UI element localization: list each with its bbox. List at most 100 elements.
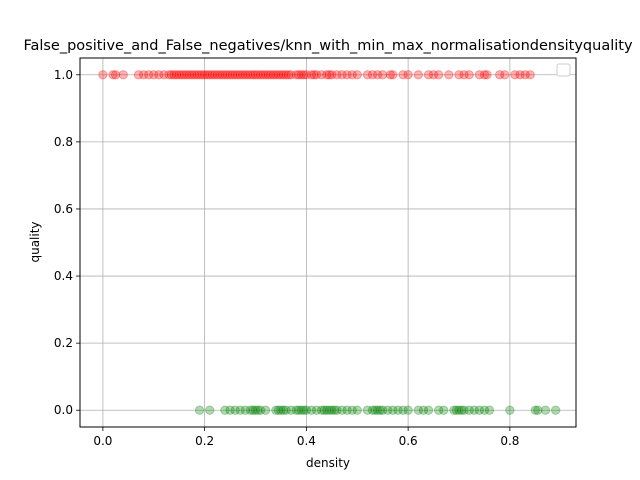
- data-point-series-1: [281, 405, 291, 415]
- data-point-series-0: [233, 70, 243, 80]
- data-point-series-1: [301, 405, 312, 415]
- data-point-series-0: [278, 70, 289, 80]
- y-tick-label: 1.0: [54, 68, 73, 82]
- axes-frame: [79, 57, 577, 428]
- data-point-series-0: [240, 70, 251, 80]
- data-point-series-1: [319, 405, 329, 415]
- data-point-series-0: [525, 70, 535, 80]
- data-point-series-1: [398, 405, 408, 415]
- data-point-series-0: [299, 70, 309, 80]
- data-point-series-0: [255, 70, 266, 80]
- data-point-series-1: [329, 405, 340, 415]
- x-tick-label: 0.6: [399, 434, 418, 448]
- data-point-series-1: [479, 405, 490, 415]
- data-point-series-1: [413, 405, 423, 415]
- y-tick-label: 0.2: [54, 336, 73, 350]
- data-point-series-0: [192, 70, 202, 80]
- data-point-series-0: [342, 70, 352, 80]
- data-point-series-1: [194, 405, 205, 415]
- legend: [556, 63, 571, 77]
- data-point-series-1: [324, 405, 334, 415]
- data-point-series-0: [227, 70, 238, 80]
- data-points: [98, 70, 561, 415]
- data-point-series-0: [199, 70, 210, 80]
- data-point-series-0: [171, 70, 182, 80]
- data-point-series-0: [268, 70, 279, 80]
- data-point-series-0: [403, 70, 413, 80]
- data-point-series-1: [377, 405, 388, 415]
- data-point-series-0: [222, 70, 233, 80]
- data-point-series-1: [291, 405, 301, 415]
- data-point-series-0: [220, 70, 230, 80]
- data-point-series-0: [286, 70, 296, 80]
- data-point-series-1: [255, 405, 266, 415]
- data-point-series-0: [230, 70, 240, 80]
- data-point-series-0: [479, 70, 490, 80]
- data-point-series-1: [383, 405, 393, 415]
- data-point-series-0: [423, 70, 434, 80]
- data-point-series-1: [439, 405, 449, 415]
- y-tick-label: 0.4: [54, 269, 73, 283]
- data-point-series-0: [164, 70, 174, 80]
- data-point-series-0: [464, 70, 474, 80]
- data-point-series-1: [367, 405, 378, 415]
- data-point-series-1: [449, 405, 459, 415]
- data-point-series-1: [225, 405, 235, 415]
- x-tick-label: 0.4: [297, 434, 316, 448]
- data-point-series-0: [347, 70, 357, 80]
- data-point-series-1: [271, 405, 281, 415]
- data-point-series-0: [494, 70, 505, 80]
- data-point-series-1: [322, 405, 332, 415]
- data-point-series-0: [205, 70, 215, 80]
- data-point-series-1: [332, 405, 342, 415]
- data-point-series-1: [423, 405, 434, 415]
- data-point-series-1: [456, 405, 467, 415]
- y-tick-label: 0.8: [54, 135, 73, 149]
- data-point-series-0: [294, 70, 304, 80]
- data-point-series-0: [433, 70, 444, 80]
- data-point-series-0: [332, 70, 342, 80]
- data-point-series-0: [510, 70, 520, 80]
- data-point-series-0: [337, 70, 347, 80]
- data-point-series-0: [250, 70, 261, 80]
- data-point-series-1: [505, 405, 515, 415]
- data-point-series-1: [433, 405, 444, 415]
- data-point-series-1: [296, 405, 306, 415]
- data-point-series-0: [202, 70, 212, 80]
- data-point-series-0: [388, 70, 398, 80]
- data-point-series-0: [184, 70, 195, 80]
- data-point-series-1: [451, 405, 462, 415]
- data-point-series-0: [266, 70, 276, 80]
- data-point-series-1: [352, 405, 362, 415]
- data-point-series-1: [533, 405, 543, 415]
- data-point-series-1: [403, 405, 413, 415]
- data-point-series-0: [377, 70, 388, 80]
- data-point-series-1: [299, 405, 309, 415]
- data-point-series-0: [291, 70, 301, 80]
- data-point-series-0: [235, 70, 245, 80]
- data-point-series-0: [159, 70, 169, 80]
- data-point-series-0: [212, 70, 223, 80]
- data-point-series-0: [352, 70, 362, 80]
- data-point-series-0: [138, 70, 149, 80]
- data-point-series-0: [520, 70, 530, 80]
- data-point-series-1: [464, 405, 474, 415]
- data-point-series-0: [174, 70, 184, 80]
- data-point-series-1: [230, 405, 240, 415]
- data-point-series-0: [182, 70, 192, 80]
- data-point-series-0: [260, 70, 271, 80]
- data-point-series-1: [316, 405, 327, 415]
- data-point-series-1: [474, 405, 485, 415]
- data-point-series-0: [324, 70, 334, 80]
- data-point-series-1: [469, 405, 479, 415]
- data-point-series-0: [459, 70, 469, 80]
- data-point-series-1: [342, 405, 352, 415]
- data-point-series-1: [375, 405, 385, 415]
- data-point-series-0: [362, 70, 373, 80]
- data-point-series-1: [240, 405, 251, 415]
- data-point-series-1: [311, 405, 322, 415]
- data-point-series-1: [273, 405, 284, 415]
- data-point-series-0: [296, 70, 306, 80]
- data-point-series-0: [189, 70, 200, 80]
